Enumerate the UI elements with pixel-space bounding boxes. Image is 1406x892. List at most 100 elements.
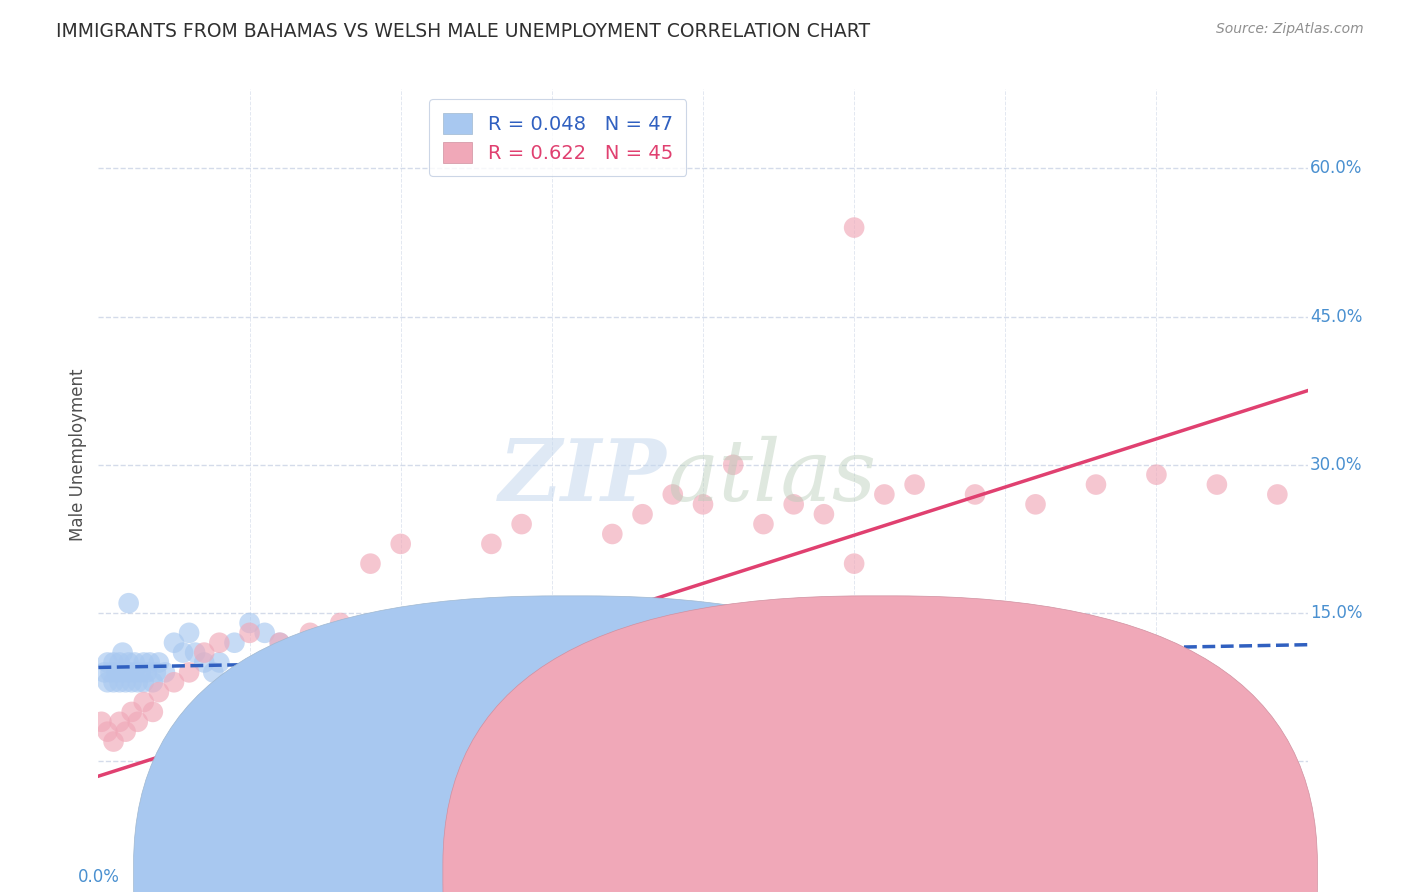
Point	[93, 665, 115, 680]
Point	[844, 220, 866, 235]
Point	[299, 625, 322, 640]
Point	[129, 665, 152, 680]
Text: 0.0%: 0.0%	[77, 868, 120, 886]
Point	[1206, 477, 1229, 491]
Point	[1144, 467, 1167, 482]
Point	[540, 625, 562, 640]
Point	[177, 665, 201, 680]
Point	[389, 537, 412, 551]
Text: atlas: atlas	[666, 435, 876, 518]
Point	[782, 497, 804, 511]
Point	[177, 744, 201, 758]
Point	[145, 665, 167, 680]
Point	[153, 665, 176, 680]
Point	[184, 646, 207, 660]
Point	[108, 675, 131, 690]
Point	[1265, 487, 1288, 501]
Point	[132, 656, 155, 670]
Text: 15.0%: 15.0%	[1310, 604, 1362, 622]
Point	[135, 665, 157, 680]
Point	[844, 557, 866, 571]
Point	[419, 625, 441, 640]
Text: 30.0%: 30.0%	[1310, 456, 1362, 474]
Text: Welsh: Welsh	[900, 866, 945, 880]
Text: IMMIGRANTS FROM BAHAMAS VS WELSH MALE UNEMPLOYMENT CORRELATION CHART: IMMIGRANTS FROM BAHAMAS VS WELSH MALE UN…	[56, 22, 870, 41]
Point	[108, 714, 131, 729]
Point	[96, 656, 118, 670]
Point	[114, 675, 136, 690]
Point	[114, 724, 136, 739]
Point	[813, 507, 835, 521]
Point	[450, 656, 472, 670]
Point	[121, 675, 143, 690]
Text: ZIP: ZIP	[499, 435, 666, 518]
Point	[904, 477, 927, 491]
Point	[127, 714, 149, 729]
Point	[163, 675, 186, 690]
Point	[269, 636, 291, 650]
Point	[208, 656, 231, 670]
Point	[90, 714, 112, 729]
Text: Source: ZipAtlas.com: Source: ZipAtlas.com	[1216, 22, 1364, 37]
Point	[253, 625, 276, 640]
Point	[118, 665, 141, 680]
Point	[127, 675, 149, 690]
Point	[450, 615, 472, 630]
Point	[239, 615, 262, 630]
Point	[299, 656, 322, 670]
Point	[124, 656, 146, 670]
Point	[132, 675, 155, 690]
Point	[111, 665, 134, 680]
Point	[389, 646, 412, 660]
Y-axis label: Male Unemployment: Male Unemployment	[69, 368, 87, 541]
Point	[148, 656, 170, 670]
Point	[965, 487, 987, 501]
Point	[571, 615, 593, 630]
Point	[721, 458, 744, 472]
Point	[314, 646, 336, 660]
Point	[124, 665, 146, 680]
Point	[269, 636, 291, 650]
Point	[111, 646, 134, 660]
Point	[202, 665, 225, 680]
Point	[510, 517, 533, 532]
Point	[177, 625, 201, 640]
Point	[105, 665, 128, 680]
Point	[1024, 497, 1046, 511]
Point	[360, 656, 382, 670]
Point	[139, 656, 162, 670]
Text: 60.0%: 60.0%	[1310, 160, 1362, 178]
Point	[118, 596, 141, 610]
Point	[132, 695, 155, 709]
Point	[661, 487, 683, 501]
Point	[100, 665, 122, 680]
Point	[284, 665, 307, 680]
Point	[329, 636, 352, 650]
Point	[208, 636, 231, 650]
Point	[103, 675, 125, 690]
Point	[752, 517, 775, 532]
Text: 45.0%: 45.0%	[1310, 308, 1362, 326]
Text: Immigrants from Bahamas: Immigrants from Bahamas	[591, 866, 794, 880]
Point	[224, 636, 246, 650]
Point	[602, 527, 624, 541]
Point	[118, 656, 141, 670]
Point	[481, 537, 503, 551]
Point	[96, 724, 118, 739]
Point	[103, 656, 125, 670]
Point	[193, 656, 215, 670]
Point	[1085, 477, 1108, 491]
Point	[148, 685, 170, 699]
Point	[96, 675, 118, 690]
Point	[108, 656, 131, 670]
Point	[329, 615, 352, 630]
Point	[934, 625, 956, 640]
Point	[103, 734, 125, 748]
Point	[142, 675, 165, 690]
Point	[692, 497, 714, 511]
Point	[121, 705, 143, 719]
Legend: R = 0.048   N = 47, R = 0.622   N = 45: R = 0.048 N = 47, R = 0.622 N = 45	[429, 99, 686, 177]
Point	[142, 705, 165, 719]
Point	[631, 507, 654, 521]
Point	[360, 557, 382, 571]
